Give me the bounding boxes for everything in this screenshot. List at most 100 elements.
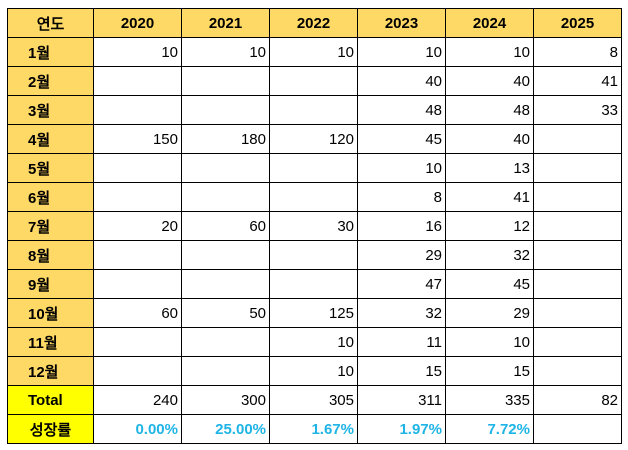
value-cell[interactable]: 32 [357,298,446,328]
value-cell[interactable] [181,182,270,212]
value-cell[interactable] [93,182,182,212]
value-cell[interactable]: 300 [181,385,270,415]
value-cell[interactable]: 125 [269,298,358,328]
value-cell[interactable]: 11 [357,327,446,357]
value-cell[interactable]: 311 [357,385,446,415]
value-cell[interactable] [533,240,622,270]
row-label-cell[interactable]: 3월 [7,95,94,125]
value-cell[interactable]: 10 [357,153,446,183]
value-cell[interactable]: 50 [181,298,270,328]
row-label-cell[interactable]: 9월 [7,269,94,299]
year-label-header[interactable]: 연도 [7,8,94,38]
value-cell[interactable]: 41 [533,66,622,96]
value-cell[interactable]: 10 [181,37,270,67]
value-cell[interactable]: 10 [269,356,358,386]
value-cell[interactable]: 40 [357,66,446,96]
value-cell[interactable]: 40 [445,124,534,154]
value-cell[interactable]: 10 [357,37,446,67]
value-cell[interactable] [533,211,622,241]
value-cell[interactable] [181,269,270,299]
value-cell[interactable]: 29 [357,240,446,270]
value-cell[interactable] [93,95,182,125]
value-cell[interactable]: 10 [269,37,358,67]
value-cell[interactable]: 180 [181,124,270,154]
value-cell[interactable] [269,95,358,125]
value-cell[interactable]: 120 [269,124,358,154]
value-cell[interactable] [533,356,622,386]
value-cell[interactable] [533,182,622,212]
value-cell[interactable] [181,95,270,125]
value-cell[interactable]: 47 [357,269,446,299]
value-cell[interactable]: 45 [445,269,534,299]
value-cell[interactable] [533,414,622,444]
row-label-cell[interactable]: 5월 [7,153,94,183]
value-cell[interactable] [181,153,270,183]
value-cell[interactable] [533,124,622,154]
value-cell[interactable]: 60 [181,211,270,241]
value-cell[interactable]: 0.00% [93,414,182,444]
year-header-2020[interactable]: 2020 [93,8,182,38]
value-cell[interactable] [93,327,182,357]
row-label-cell[interactable]: 2월 [7,66,94,96]
value-cell[interactable]: 305 [269,385,358,415]
value-cell[interactable]: 10 [269,327,358,357]
value-cell[interactable]: 30 [269,211,358,241]
row-label-cell[interactable]: 8월 [7,240,94,270]
value-cell[interactable]: 240 [93,385,182,415]
year-header-2021[interactable]: 2021 [181,8,270,38]
year-header-2024[interactable]: 2024 [445,8,534,38]
value-cell[interactable]: 12 [445,211,534,241]
value-cell[interactable]: 335 [445,385,534,415]
value-cell[interactable]: 150 [93,124,182,154]
value-cell[interactable]: 1.97% [357,414,446,444]
value-cell[interactable]: 8 [533,37,622,67]
row-label-cell[interactable]: 12월 [7,356,94,386]
value-cell[interactable]: 40 [445,66,534,96]
value-cell[interactable]: 33 [533,95,622,125]
value-cell[interactable]: 10 [445,37,534,67]
value-cell[interactable]: 15 [357,356,446,386]
value-cell[interactable] [93,240,182,270]
value-cell[interactable] [269,153,358,183]
year-header-2022[interactable]: 2022 [269,8,358,38]
value-cell[interactable] [181,327,270,357]
row-label-cell[interactable]: 4월 [7,124,94,154]
value-cell[interactable] [93,66,182,96]
row-label-cell[interactable]: 1월 [7,37,94,67]
value-cell[interactable] [93,269,182,299]
value-cell[interactable] [269,240,358,270]
value-cell[interactable] [269,182,358,212]
value-cell[interactable] [93,153,182,183]
value-cell[interactable] [533,269,622,299]
value-cell[interactable]: 29 [445,298,534,328]
value-cell[interactable] [269,269,358,299]
value-cell[interactable] [269,66,358,96]
value-cell[interactable] [533,153,622,183]
row-label-cell[interactable]: 성장률 [7,414,94,444]
value-cell[interactable] [181,66,270,96]
value-cell[interactable]: 25.00% [181,414,270,444]
value-cell[interactable]: 8 [357,182,446,212]
value-cell[interactable]: 16 [357,211,446,241]
value-cell[interactable]: 60 [93,298,182,328]
year-header-2025[interactable]: 2025 [533,8,622,38]
value-cell[interactable] [181,240,270,270]
value-cell[interactable]: 10 [445,327,534,357]
row-label-cell[interactable]: Total [7,385,94,415]
value-cell[interactable]: 1.67% [269,414,358,444]
row-label-cell[interactable]: 11월 [7,327,94,357]
value-cell[interactable]: 15 [445,356,534,386]
value-cell[interactable]: 13 [445,153,534,183]
row-label-cell[interactable]: 6월 [7,182,94,212]
value-cell[interactable]: 10 [93,37,182,67]
row-label-cell[interactable]: 7월 [7,211,94,241]
value-cell[interactable] [533,327,622,357]
year-header-2023[interactable]: 2023 [357,8,446,38]
value-cell[interactable] [93,356,182,386]
value-cell[interactable]: 45 [357,124,446,154]
value-cell[interactable]: 48 [357,95,446,125]
value-cell[interactable] [181,356,270,386]
value-cell[interactable] [533,298,622,328]
row-label-cell[interactable]: 10월 [7,298,94,328]
value-cell[interactable]: 41 [445,182,534,212]
